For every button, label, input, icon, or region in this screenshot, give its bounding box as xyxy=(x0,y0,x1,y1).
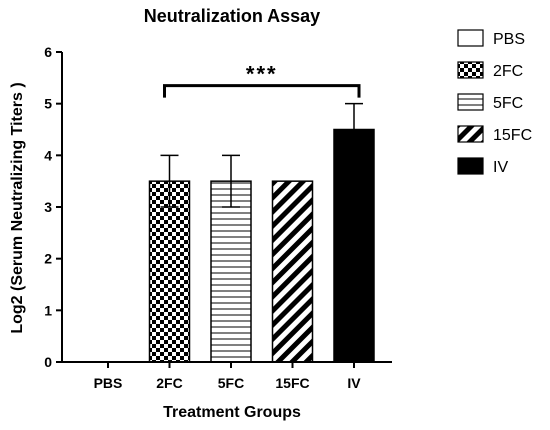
legend: PBS 2FC 5FC 15FC IV xyxy=(457,29,532,176)
bar-2fc xyxy=(148,180,191,363)
legend-item-pbs: PBS xyxy=(457,29,525,48)
y-tick-label: 5 xyxy=(44,96,52,112)
legend-swatch xyxy=(457,29,484,47)
y-tick-label: 0 xyxy=(44,354,52,370)
bar-iv xyxy=(333,128,375,363)
y-tick-label: 4 xyxy=(44,147,52,163)
y-axis-label: Log2 (Serum Neutralizing Titers ) xyxy=(9,82,26,333)
legend-label: PBS xyxy=(493,31,525,48)
y-tick-label: 3 xyxy=(44,199,52,215)
x-tick-label: 15FC xyxy=(275,375,309,391)
error-bar-5fc xyxy=(222,154,240,208)
legend-item-iv: IV xyxy=(457,157,508,176)
error-bar-iv xyxy=(345,102,363,157)
legend-swatch xyxy=(457,125,484,143)
error-bar-2fc xyxy=(160,154,179,208)
significance-bracket xyxy=(163,84,361,98)
legend-label: IV xyxy=(493,159,508,176)
legend-item-2fc: 2FC xyxy=(457,61,523,80)
legend-label: 2FC xyxy=(493,63,523,80)
significance-annotation: *** xyxy=(246,62,278,87)
y-tick-label: 6 xyxy=(44,44,52,60)
y-tick-label: 1 xyxy=(44,302,52,318)
legend-label: 15FC xyxy=(493,127,532,144)
legend-swatch xyxy=(457,93,484,111)
x-tick-label: IV xyxy=(347,375,361,391)
legend-swatch xyxy=(457,61,484,79)
bar-5fc xyxy=(210,180,252,363)
x-axis-label: Treatment Groups xyxy=(163,404,301,421)
x-tick-label: 2FC xyxy=(156,375,182,391)
chart-title: Neutralization Assay xyxy=(144,6,320,26)
x-tick-label: 5FC xyxy=(218,375,244,391)
bar-15fc xyxy=(271,180,314,363)
legend-swatch xyxy=(457,157,484,175)
x-tick-label: PBS xyxy=(94,375,123,391)
y-tick-label: 2 xyxy=(44,251,52,267)
plot-area: 0 1 2 3 4 5 6 PBS 2FC 5FC 15FC IV *** xyxy=(44,44,392,391)
legend-item-5fc: 5FC xyxy=(457,93,523,112)
legend-item-15fc: 15FC xyxy=(457,125,532,144)
legend-label: 5FC xyxy=(493,95,523,112)
